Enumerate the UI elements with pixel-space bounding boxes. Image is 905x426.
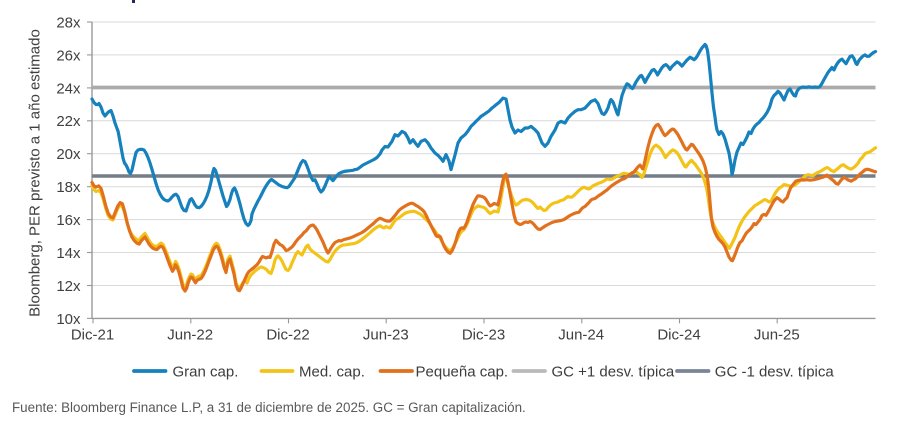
svg-text:Jun-23: Jun-23 (363, 327, 409, 344)
svg-text:24x: 24x (56, 80, 81, 97)
svg-text:16x: 16x (56, 212, 81, 229)
svg-text:12x: 12x (56, 278, 81, 295)
svg-text:14x: 14x (56, 245, 81, 262)
svg-text:28x: 28x (56, 14, 81, 31)
svg-text:10x: 10x (56, 311, 81, 328)
svg-text:GC -1 desv. típica: GC -1 desv. típica (715, 363, 835, 380)
svg-text:Dic-21: Dic-21 (71, 327, 114, 344)
svg-text:Med. cap.: Med. cap. (299, 363, 365, 380)
svg-text:18x: 18x (56, 179, 81, 196)
svg-text:20x: 20x (56, 146, 81, 163)
svg-text:GC +1 desv. típica: GC +1 desv. típica (552, 363, 675, 380)
svg-text:Pequeña cap.: Pequeña cap. (416, 363, 509, 380)
svg-text:Dic-23: Dic-23 (462, 327, 505, 344)
svg-text:Gran cap.: Gran cap. (173, 363, 239, 380)
svg-text:Jun-22: Jun-22 (167, 327, 213, 344)
svg-text:22x: 22x (56, 113, 81, 130)
svg-text:Jun-25: Jun-25 (754, 327, 800, 344)
svg-text:Jun-24: Jun-24 (558, 327, 604, 344)
svg-text:Dic-22: Dic-22 (266, 327, 309, 344)
svg-text:Bloomberg, PER previsto a 1 añ: Bloomberg, PER previsto a 1 año estimado (27, 29, 44, 317)
svg-text:Dic-24: Dic-24 (657, 327, 700, 344)
svg-text:26x: 26x (56, 47, 81, 64)
svg-text:Fuente: Bloomberg Finance L.P,: Fuente: Bloomberg Finance L.P, a 31 de d… (12, 400, 526, 415)
